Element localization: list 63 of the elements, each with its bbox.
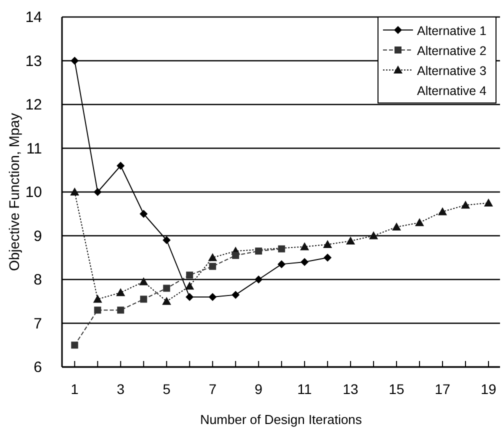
y-tick-label: 10: [25, 184, 42, 201]
point: [162, 296, 172, 305]
point: [162, 236, 171, 244]
x-tick-label: 17: [434, 381, 451, 397]
x-tick-label: 13: [342, 381, 359, 397]
x-tick-label: 7: [208, 381, 217, 397]
point: [369, 231, 378, 240]
point: [140, 210, 148, 218]
y-tick-label: 6: [34, 359, 42, 376]
point: [117, 306, 124, 314]
y-tick-label: 11: [26, 140, 42, 158]
point: [254, 276, 263, 284]
point: [116, 162, 125, 170]
point: [415, 218, 424, 226]
y-tick-label: 9: [34, 228, 42, 245]
point: [300, 242, 310, 250]
point: [94, 188, 102, 196]
point: [140, 296, 148, 303]
y-tick-label: 13: [25, 52, 42, 70]
x-tick-label: 19: [480, 381, 496, 397]
point: [71, 342, 78, 349]
point: [346, 236, 356, 244]
point: [438, 207, 448, 216]
point: [186, 272, 194, 279]
point: [163, 284, 170, 292]
point: [324, 254, 332, 262]
legend-label: Alternative 2: [417, 44, 487, 58]
point: [392, 222, 402, 230]
point: [209, 262, 216, 270]
x-tick-label: 11: [297, 381, 312, 397]
legend-label: Alternative 1: [417, 24, 487, 38]
point: [186, 293, 194, 301]
x-tick-label: 1: [70, 381, 79, 397]
x-tick-label: 5: [162, 381, 171, 397]
point: [139, 277, 148, 286]
x-tick-label: 3: [116, 381, 125, 397]
point: [185, 282, 194, 290]
x-tick-label: 9: [254, 381, 263, 397]
y-tick-label: 14: [25, 9, 42, 26]
point: [208, 253, 218, 262]
point: [300, 258, 309, 266]
point: [255, 248, 262, 255]
x-axis-title: Number of Design Iterations: [200, 412, 362, 427]
point: [278, 260, 286, 268]
point: [70, 56, 79, 65]
y-tick-label: 8: [34, 272, 42, 288]
point: [232, 252, 240, 259]
y-tick-label: 7: [34, 315, 42, 332]
point: [232, 290, 240, 299]
point: [93, 294, 102, 303]
x-tick-label: 15: [388, 381, 405, 397]
point: [94, 306, 102, 314]
point: [484, 198, 494, 206]
point: [208, 293, 217, 301]
point: [278, 245, 286, 252]
y-tick-label: 12: [25, 96, 42, 114]
point: [461, 200, 470, 209]
text: Alternative 4: [417, 84, 487, 98]
point: [70, 188, 80, 196]
point: [323, 240, 332, 248]
legend-label: Alternative 3: [417, 64, 487, 78]
y-axis-title: Objective Function, Mpay: [6, 113, 22, 271]
point: [116, 288, 126, 296]
